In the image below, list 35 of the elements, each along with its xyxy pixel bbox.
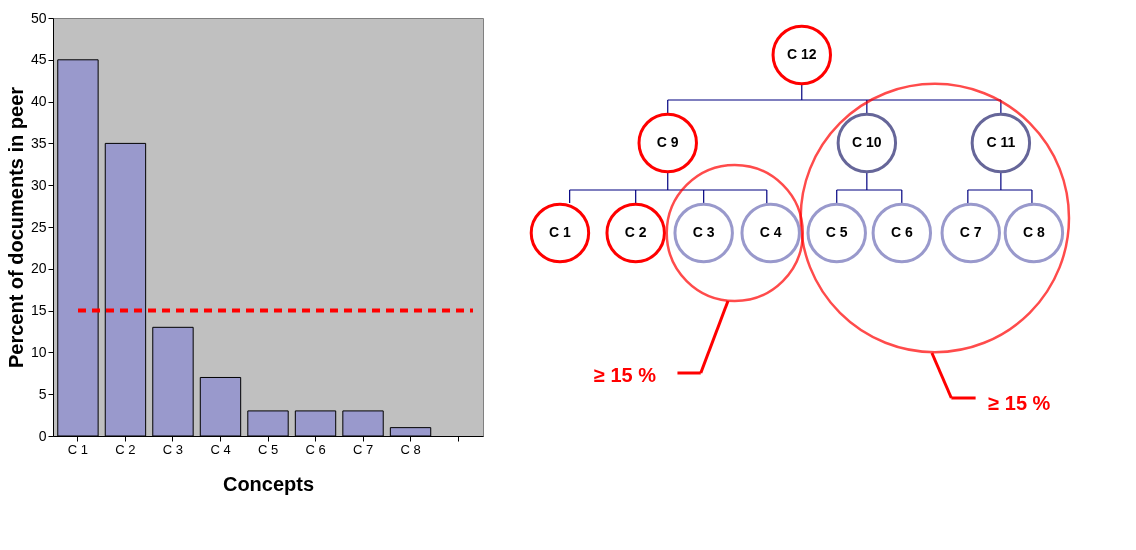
text: C 11 — [986, 134, 1016, 150]
x-tick-label: C 4 — [210, 441, 231, 457]
y-tick-label: 10 — [30, 343, 47, 360]
y-tick-label: 35 — [30, 134, 47, 151]
text: ≥ 15 % — [988, 392, 1051, 414]
text: C 5 — [825, 224, 848, 240]
text: ≥ 15 % — [593, 364, 657, 386]
text: C 3 — [692, 224, 715, 240]
text: C 8 — [1022, 224, 1045, 240]
text: C 2 — [624, 224, 647, 240]
x-tick-label: C 7 — [352, 441, 374, 457]
y-tick-label: 5 — [38, 385, 47, 402]
x-tick-label: C 6 — [305, 441, 326, 457]
y-tick-label: 40 — [30, 93, 47, 110]
text: C 7 — [959, 224, 982, 240]
x-tick-label: C 2 — [115, 441, 136, 457]
text: C 6 — [890, 224, 913, 240]
y-tick-label: 25 — [30, 218, 47, 235]
x-tick-label: C 5 — [257, 441, 279, 457]
y-tick-label: 0 — [38, 427, 47, 444]
y-tick-label: 50 — [30, 9, 47, 26]
x-tick-label: C 8 — [400, 441, 421, 457]
text: C 9 — [656, 134, 679, 150]
y-axis-title: Percent of documents in peer — [4, 86, 27, 369]
y-tick-label: 45 — [30, 51, 47, 68]
text: C 10 — [852, 134, 882, 150]
y-tick-label: 20 — [30, 260, 47, 277]
x-axis-title: Concepts — [222, 472, 315, 495]
text: C 12 — [786, 46, 817, 62]
text: C 1 — [549, 224, 572, 240]
x-tick-label: C 3 — [162, 441, 184, 457]
text: C 4 — [759, 224, 782, 240]
x-tick-label: C 1 — [67, 441, 89, 457]
y-tick-label: 30 — [30, 176, 47, 193]
y-tick-label: 15 — [30, 302, 47, 319]
